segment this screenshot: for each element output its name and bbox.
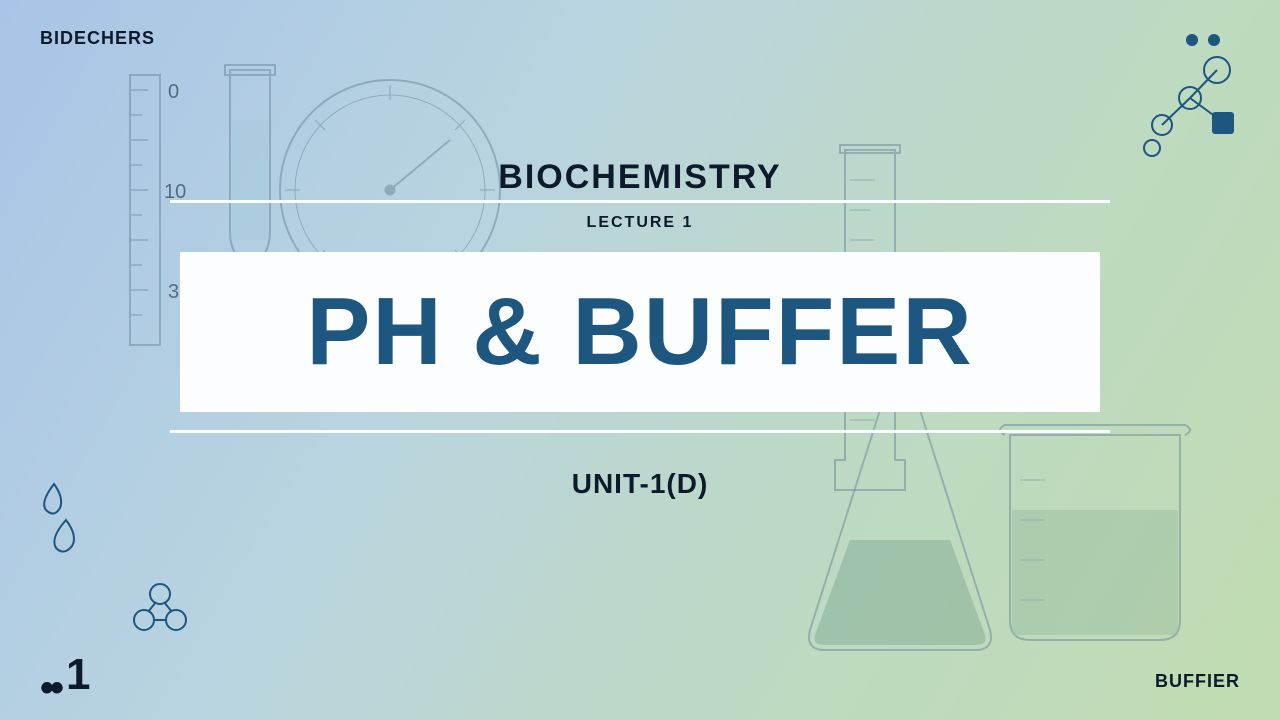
- divider-top: [170, 200, 1110, 203]
- page-number: •• 1: [40, 650, 91, 700]
- main-title: PH & BUFFER: [306, 277, 973, 387]
- page-dots-icon: ••: [40, 676, 60, 700]
- beaker-illustration: [990, 420, 1200, 650]
- unit-label: UNIT-1(D): [0, 468, 1280, 500]
- divider-bottom: [170, 430, 1110, 433]
- brand-top-left: BIDECHERS: [40, 28, 155, 49]
- lecture-label: LECTURE 1: [0, 214, 1280, 232]
- tri-circle-icon: [130, 580, 190, 635]
- slide-canvas: 0 10 3: [0, 0, 1280, 720]
- page-number-value: 1: [66, 650, 90, 700]
- brand-bottom-right: BUFFIER: [1155, 671, 1240, 692]
- subject-heading: BIOCHEMISTRY: [0, 158, 1280, 197]
- svg-text:0: 0: [168, 81, 179, 103]
- svg-text:3: 3: [168, 281, 179, 303]
- molecule-icon: [1132, 30, 1242, 160]
- title-box: PH & BUFFER: [180, 252, 1100, 412]
